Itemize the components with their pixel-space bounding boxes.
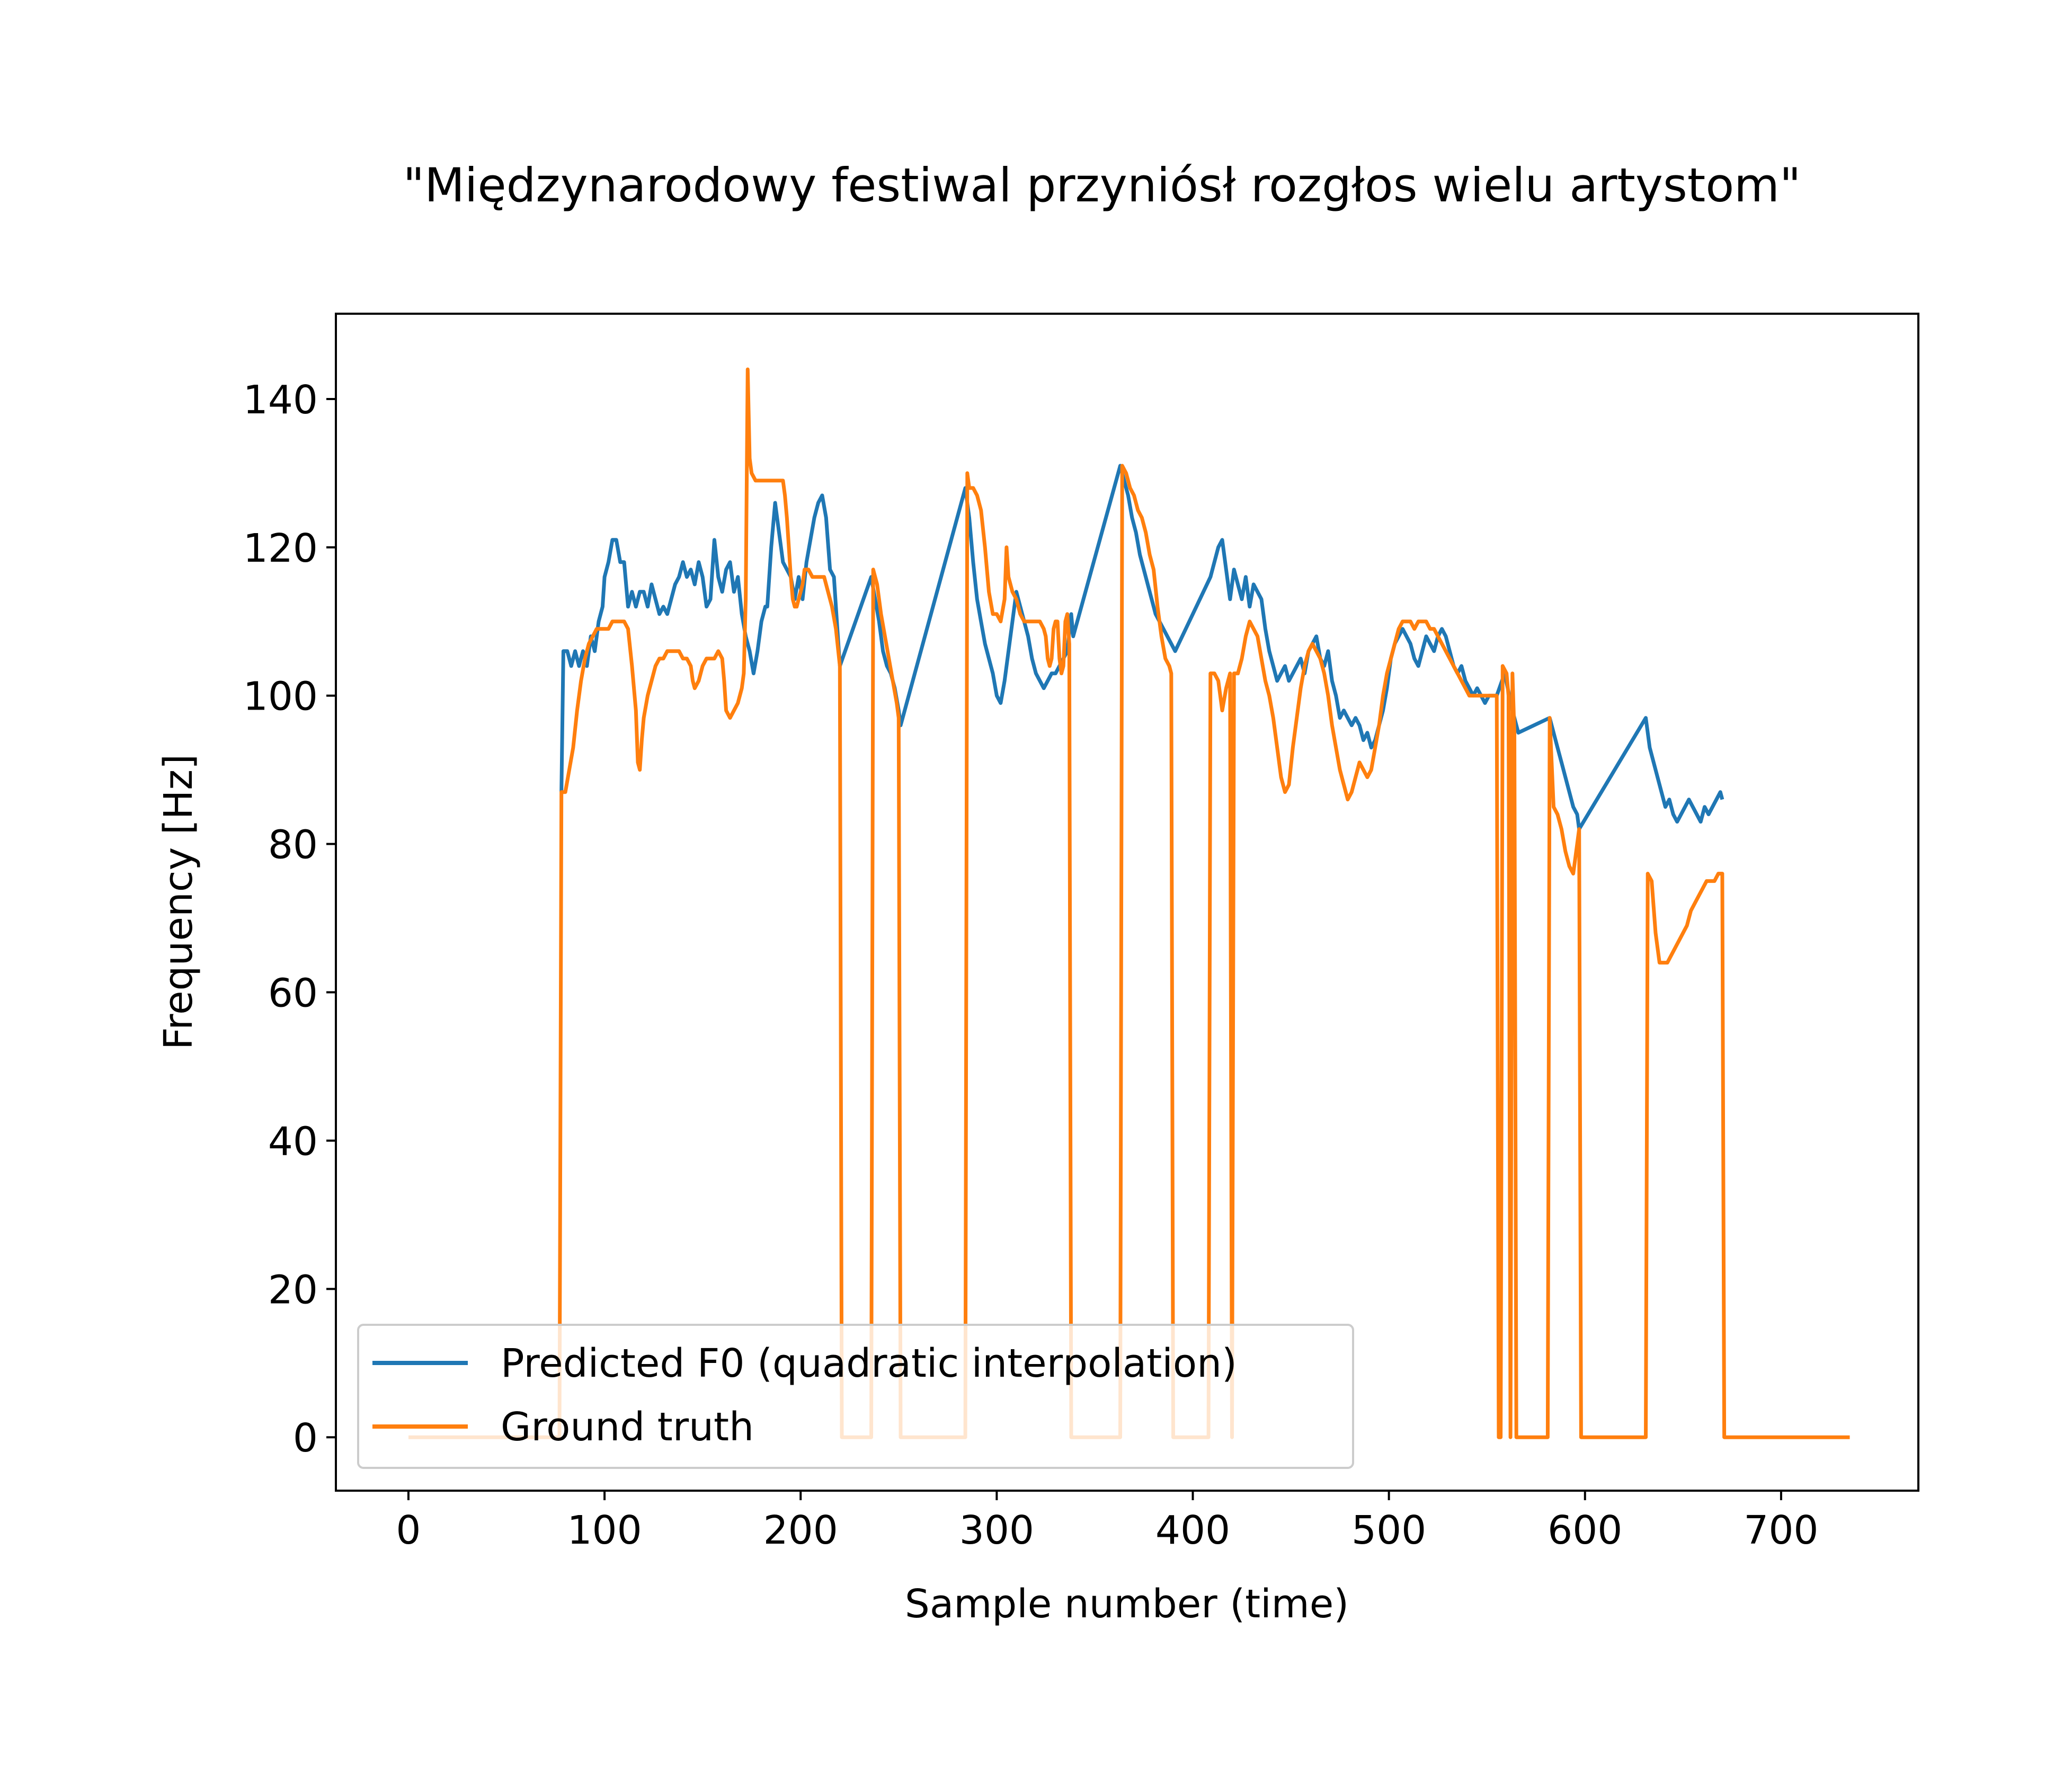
y-tick-label: 0	[293, 1415, 318, 1461]
y-tick-label: 140	[243, 377, 318, 423]
y-tick-label: 100	[243, 674, 318, 720]
y-tick-label: 80	[268, 822, 318, 868]
x-tick-label: 500	[1351, 1508, 1426, 1553]
y-tick-label: 40	[268, 1119, 318, 1164]
x-axis-label: Sample number (time)	[905, 1581, 1349, 1627]
x-tick-label: 100	[567, 1508, 642, 1553]
legend-label-ground-truth: Ground truth	[501, 1404, 754, 1450]
chart-title: "Międzynarodowy festiwal przyniósł rozgł…	[403, 158, 1801, 212]
y-tick-label: 60	[268, 971, 318, 1016]
x-tick-label: 700	[1744, 1508, 1818, 1553]
y-tick-label: 120	[243, 526, 318, 571]
axes-frame	[335, 313, 1919, 1492]
y-tick-label: 20	[268, 1267, 318, 1313]
x-tick-label: 400	[1155, 1508, 1230, 1553]
legend-label-predicted: Predicted F0 (quadratic interpolation)	[501, 1341, 1237, 1386]
x-tick-label: 200	[763, 1508, 838, 1553]
x-tick-label: 600	[1548, 1508, 1622, 1553]
x-axis: 0 100 200 300 400 500 600 700	[396, 1491, 1819, 1553]
y-axis: 0 20 40 60 80 100 120 140	[243, 377, 336, 1461]
legend: Predicted F0 (quadratic interpolation) G…	[357, 1324, 1354, 1469]
legend-box	[357, 1324, 1354, 1469]
x-tick-label: 0	[396, 1508, 421, 1553]
y-axis-label: Frequency [Hz]	[156, 754, 201, 1050]
x-tick-label: 300	[959, 1508, 1034, 1553]
